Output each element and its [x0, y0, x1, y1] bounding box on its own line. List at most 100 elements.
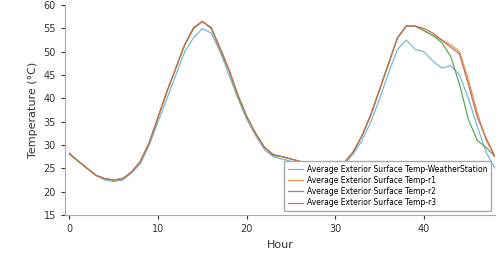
- Average Exterior Surface Temp-r1: [332, 166, 338, 169]
- Average Exterior Surface Temp-WeatherStation: [430, 60, 436, 63]
- Average Exterior Surface Temp-r1: [155, 115, 161, 119]
- Average Exterior Surface Temp-r2: [102, 177, 108, 180]
- Average Exterior Surface Temp-r3: [430, 31, 436, 35]
- Average Exterior Surface Temp-r1: [111, 178, 117, 182]
- Average Exterior Surface Temp-r1: [297, 160, 303, 163]
- Average Exterior Surface Temp-r2: [359, 134, 365, 137]
- Average Exterior Surface Temp-WeatherStation: [235, 97, 241, 100]
- Average Exterior Surface Temp-WeatherStation: [146, 144, 152, 147]
- Average Exterior Surface Temp-WeatherStation: [456, 73, 462, 77]
- Average Exterior Surface Temp-WeatherStation: [448, 64, 454, 67]
- Average Exterior Surface Temp-r3: [376, 88, 382, 91]
- Average Exterior Surface Temp-r3: [155, 115, 161, 119]
- Average Exterior Surface Temp-r2: [474, 139, 480, 142]
- Average Exterior Surface Temp-r3: [483, 136, 489, 140]
- Average Exterior Surface Temp-r1: [279, 155, 285, 158]
- Average Exterior Surface Temp-WeatherStation: [412, 48, 418, 51]
- Average Exterior Surface Temp-r2: [439, 41, 445, 44]
- Average Exterior Surface Temp-r3: [492, 155, 498, 158]
- Average Exterior Surface Temp-r1: [439, 39, 445, 42]
- Average Exterior Surface Temp-r1: [368, 113, 374, 116]
- Average Exterior Surface Temp-r1: [226, 69, 232, 72]
- Average Exterior Surface Temp-r3: [297, 160, 303, 163]
- Average Exterior Surface Temp-r3: [421, 27, 427, 30]
- Average Exterior Surface Temp-r2: [226, 69, 232, 72]
- Average Exterior Surface Temp-r1: [412, 25, 418, 28]
- Average Exterior Surface Temp-r1: [76, 160, 82, 163]
- Average Exterior Surface Temp-WeatherStation: [359, 139, 365, 142]
- Average Exterior Surface Temp-WeatherStation: [66, 153, 72, 156]
- Average Exterior Surface Temp-WeatherStation: [421, 50, 427, 53]
- Average Exterior Surface Temp-r1: [359, 134, 365, 137]
- Average Exterior Surface Temp-WeatherStation: [404, 39, 409, 42]
- Average Exterior Surface Temp-r1: [324, 165, 330, 168]
- Average Exterior Surface Temp-r2: [386, 62, 392, 65]
- Average Exterior Surface Temp-r1: [270, 154, 276, 157]
- Average Exterior Surface Temp-r2: [200, 20, 205, 23]
- Average Exterior Surface Temp-r2: [404, 25, 409, 28]
- Average Exterior Surface Temp-r1: [173, 67, 179, 70]
- Average Exterior Surface Temp-r3: [217, 47, 223, 50]
- Average Exterior Surface Temp-r2: [164, 90, 170, 93]
- Average Exterior Surface Temp-WeatherStation: [466, 97, 471, 100]
- Average Exterior Surface Temp-WeatherStation: [84, 167, 90, 170]
- Average Exterior Surface Temp-r1: [456, 50, 462, 53]
- Average Exterior Surface Temp-r3: [394, 36, 400, 39]
- Average Exterior Surface Temp-r2: [297, 160, 303, 163]
- Average Exterior Surface Temp-r2: [262, 146, 268, 149]
- Average Exterior Surface Temp-r2: [270, 154, 276, 157]
- Average Exterior Surface Temp-WeatherStation: [182, 50, 188, 53]
- Average Exterior Surface Temp-r3: [235, 93, 241, 96]
- Average Exterior Surface Temp-r2: [244, 115, 250, 119]
- Average Exterior Surface Temp-r1: [314, 163, 320, 166]
- Average Exterior Surface Temp-r1: [244, 115, 250, 119]
- Average Exterior Surface Temp-r1: [164, 90, 170, 93]
- Average Exterior Surface Temp-WeatherStation: [270, 155, 276, 158]
- Average Exterior Surface Temp-r2: [350, 151, 356, 154]
- Average Exterior Surface Temp-r3: [279, 155, 285, 158]
- Average Exterior Surface Temp-r3: [84, 167, 90, 170]
- Average Exterior Surface Temp-r3: [244, 115, 250, 118]
- Average Exterior Surface Temp-WeatherStation: [164, 97, 170, 100]
- Average Exterior Surface Temp-r3: [412, 25, 418, 28]
- Average Exterior Surface Temp-r2: [182, 43, 188, 46]
- Average Exterior Surface Temp-WeatherStation: [368, 120, 374, 123]
- Average Exterior Surface Temp-WeatherStation: [439, 67, 445, 70]
- Average Exterior Surface Temp-r1: [120, 177, 126, 180]
- Line: Average Exterior Surface Temp-r3: Average Exterior Surface Temp-r3: [70, 22, 495, 180]
- Average Exterior Surface Temp-r3: [146, 141, 152, 144]
- Average Exterior Surface Temp-r2: [368, 113, 374, 116]
- Average Exterior Surface Temp-r3: [386, 62, 392, 65]
- Average Exterior Surface Temp-r3: [200, 20, 205, 23]
- Average Exterior Surface Temp-r3: [138, 160, 143, 163]
- Average Exterior Surface Temp-r3: [314, 162, 320, 165]
- Average Exterior Surface Temp-WeatherStation: [173, 73, 179, 77]
- Average Exterior Surface Temp-r2: [324, 165, 330, 168]
- Line: Average Exterior Surface Temp-r2: Average Exterior Surface Temp-r2: [70, 22, 495, 180]
- Average Exterior Surface Temp-WeatherStation: [394, 48, 400, 51]
- Average Exterior Surface Temp-WeatherStation: [492, 167, 498, 170]
- Legend: Average Exterior Surface Temp-WeatherStation, Average Exterior Surface Temp-r1, : Average Exterior Surface Temp-WeatherSta…: [284, 161, 491, 211]
- Average Exterior Surface Temp-r2: [412, 25, 418, 28]
- Average Exterior Surface Temp-r1: [235, 94, 241, 98]
- X-axis label: Hour: Hour: [266, 240, 293, 250]
- Average Exterior Surface Temp-r1: [430, 34, 436, 37]
- Average Exterior Surface Temp-r1: [492, 155, 498, 158]
- Average Exterior Surface Temp-WeatherStation: [111, 180, 117, 183]
- Average Exterior Surface Temp-WeatherStation: [217, 50, 223, 53]
- Average Exterior Surface Temp-WeatherStation: [386, 71, 392, 74]
- Average Exterior Surface Temp-WeatherStation: [306, 165, 312, 168]
- Average Exterior Surface Temp-r3: [120, 177, 126, 180]
- Average Exterior Surface Temp-r3: [288, 157, 294, 161]
- Average Exterior Surface Temp-r1: [386, 62, 392, 65]
- Average Exterior Surface Temp-r1: [200, 20, 205, 23]
- Average Exterior Surface Temp-r2: [190, 27, 196, 30]
- Average Exterior Surface Temp-r3: [111, 178, 117, 182]
- Average Exterior Surface Temp-r2: [84, 167, 90, 170]
- Average Exterior Surface Temp-r2: [111, 178, 117, 182]
- Average Exterior Surface Temp-r1: [208, 27, 214, 30]
- Average Exterior Surface Temp-WeatherStation: [288, 160, 294, 163]
- Average Exterior Surface Temp-r2: [138, 160, 143, 163]
- Average Exterior Surface Temp-r2: [394, 36, 400, 39]
- Average Exterior Surface Temp-r2: [252, 132, 258, 135]
